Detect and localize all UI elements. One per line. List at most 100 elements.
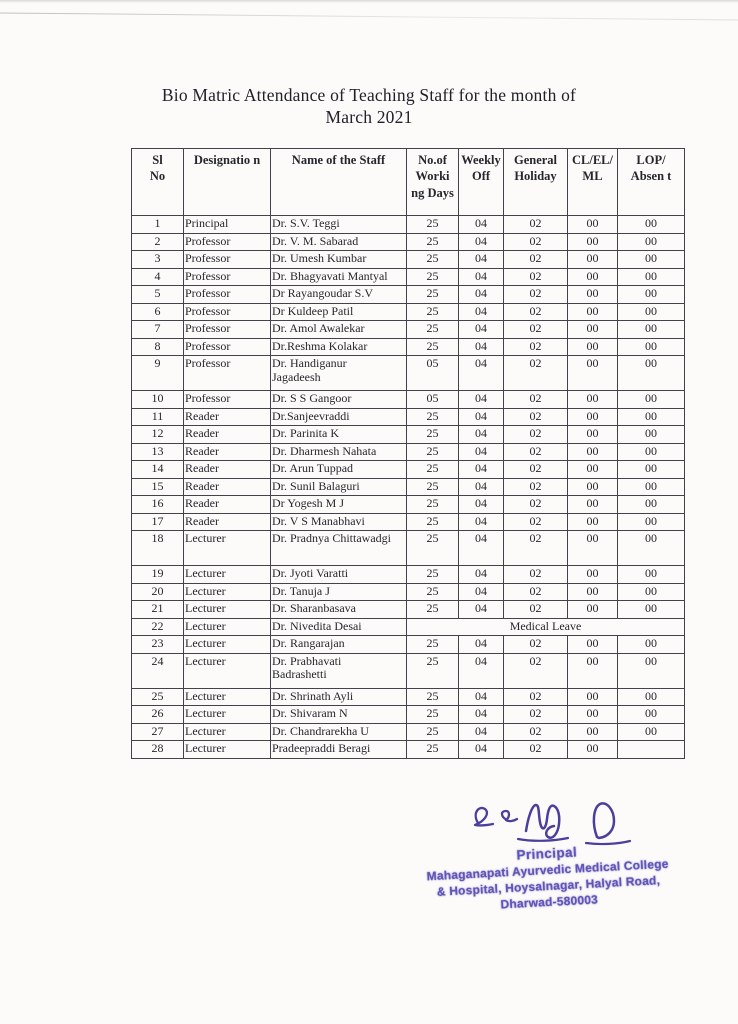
cell-name: Dr Kuldeep Patil <box>270 302 407 321</box>
table-row: 15 Reader Dr. Sunil Balaguri 25 04 02 00 00 <box>131 477 685 496</box>
cell-general-holiday: 02 <box>503 477 568 496</box>
cell-name: Dr. Jyoti Varatti <box>270 565 407 584</box>
cell-designation: Lecturer <box>183 652 271 689</box>
cell-lop-absent: 00 <box>617 652 685 689</box>
cell-weekly-off: 04 <box>458 495 504 514</box>
cell-working-days: 05 <box>406 355 459 391</box>
cell-cl-el-ml: 00 <box>567 442 618 461</box>
cell-designation: Professor <box>183 390 271 409</box>
cell-cl-el-ml: 00 <box>567 582 618 601</box>
cell-weekly-off: 04 <box>458 442 504 461</box>
table-row: 19 Lecturer Dr. Jyoti Varatti 25 04 02 00 00 <box>131 565 685 584</box>
cell-general-holiday: 02 <box>503 390 568 409</box>
cell-name: Dr. Chandrarekha U <box>270 722 407 741</box>
cell-sl-no: 4 <box>131 267 184 286</box>
cell-name: Dr Rayangoudar S.V <box>270 285 407 304</box>
cell-working-days: 25 <box>406 635 459 654</box>
cell-lop-absent: 00 <box>617 635 685 654</box>
cell-cl-el-ml: 00 <box>567 215 618 234</box>
cell-general-holiday: 02 <box>503 407 568 426</box>
cell-cl-el-ml: 00 <box>567 565 618 584</box>
cell-name: Dr. Tanuja J <box>270 582 407 601</box>
cell-sl-no: 3 <box>131 250 184 269</box>
cell-general-holiday: 02 <box>503 250 568 269</box>
cell-designation: Lecturer <box>183 600 271 619</box>
col-header-designation: Designatio n <box>183 148 271 216</box>
cell-designation: Professor <box>183 267 271 286</box>
cell-designation: Reader <box>183 512 271 531</box>
signature-stroke-4 <box>592 802 616 840</box>
cell-designation: Lecturer <box>183 687 271 706</box>
cell-name: Dr. S.V. Teggi <box>270 215 407 234</box>
cell-designation: Lecturer <box>183 582 271 601</box>
cell-working-days: 25 <box>406 512 459 531</box>
cell-cl-el-ml: 00 <box>567 320 618 339</box>
col-header-sl-no: Sl No <box>131 148 184 216</box>
cell-general-holiday: 02 <box>503 705 568 724</box>
cell-general-holiday: 02 <box>503 460 568 479</box>
table-row: 18 Lecturer Dr. Pradnya Chittawadgi 25 04 02 0… <box>131 530 685 566</box>
table-row: 24 Lecturer Dr. Prabhavati Badrashetti 25 04… <box>131 652 685 689</box>
cell-lop-absent: 00 <box>617 495 685 514</box>
cell-general-holiday: 02 <box>503 355 568 391</box>
cell-sl-no: 2 <box>131 232 184 251</box>
table-row: 23 Lecturer Dr. Rangarajan 25 04 02 00 00 <box>131 635 685 654</box>
cell-lop-absent: 00 <box>617 250 685 269</box>
cell-working-days: 25 <box>406 215 459 234</box>
table-row: 13 Reader Dr. Dharmesh Nahata 25 04 02 00 00 <box>131 442 685 461</box>
cell-name: Dr.Reshma Kolakar <box>270 337 407 356</box>
cell-sl-no: 18 <box>131 530 184 566</box>
cell-lop-absent: 00 <box>617 442 685 461</box>
cell-weekly-off: 04 <box>458 425 504 444</box>
table-row: 20 Lecturer Dr. Tanuja J 25 04 02 00 00 <box>131 582 685 601</box>
cell-sl-no: 27 <box>131 722 184 741</box>
cell-designation: Reader <box>183 460 271 479</box>
col-header-lop-absent: LOP/ Absen t <box>617 148 685 216</box>
cell-general-holiday: 02 <box>503 652 568 689</box>
cell-lop-absent: 00 <box>617 320 685 339</box>
cell-lop-absent: 00 <box>617 390 685 409</box>
cell-working-days: 25 <box>406 530 459 566</box>
signature-stroke-1 <box>473 806 495 827</box>
table-row: 11 Reader Dr.Sanjeevraddi 25 04 02 00 00 <box>131 407 685 426</box>
cell-cl-el-ml: 00 <box>567 495 618 514</box>
cell-weekly-off: 04 <box>458 477 504 496</box>
cell-weekly-off: 04 <box>458 722 504 741</box>
cell-sl-no: 28 <box>131 740 184 759</box>
cell-designation: Professor <box>183 320 271 339</box>
table-row: 28 Lecturer Pradeepraddi Beragi 25 04 02 00 <box>131 740 685 759</box>
cell-general-holiday: 02 <box>503 320 568 339</box>
cell-general-holiday: 02 <box>503 722 568 741</box>
cell-lop-absent: 00 <box>617 355 685 391</box>
cell-sl-no: 13 <box>131 442 184 461</box>
cell-sl-no: 22 <box>131 617 184 636</box>
table-row: 17 Reader Dr. V S Manabhavi 25 04 02 00 00 <box>131 512 685 531</box>
cell-lop-absent: 00 <box>617 530 685 566</box>
cell-cl-el-ml: 00 <box>567 600 618 619</box>
cell-sl-no: 12 <box>131 425 184 444</box>
table-header: Sl No Designatio n Name of the Staff No.… <box>131 148 685 216</box>
cell-lop-absent: 00 <box>617 582 685 601</box>
cell-weekly-off: 04 <box>458 687 504 706</box>
cell-weekly-off: 04 <box>458 250 504 269</box>
cell-general-holiday: 02 <box>503 512 568 531</box>
cell-general-holiday: 02 <box>503 635 568 654</box>
cell-general-holiday: 02 <box>503 302 568 321</box>
cell-sl-no: 5 <box>131 285 184 304</box>
cell-sl-no: 1 <box>131 215 184 234</box>
cell-designation: Lecturer <box>183 565 271 584</box>
cell-designation: Professor <box>183 355 271 391</box>
cell-lop-absent: 00 <box>617 285 685 304</box>
table-row: 2 Professor Dr. V. M. Sabarad 25 04 02 00 00 <box>131 232 685 251</box>
signature-stroke-3 <box>524 803 561 839</box>
table-row: 4 Professor Dr. Bhagyavati Mantyal 25 04 02 00… <box>131 267 685 286</box>
cell-lop-absent: 00 <box>617 215 685 234</box>
cell-weekly-off: 04 <box>458 530 504 566</box>
cell-cl-el-ml: 00 <box>567 652 618 689</box>
table-row: 12 Reader Dr. Parinita K 25 04 02 00 00 <box>131 425 685 444</box>
table-row: 22 Lecturer Dr. Nivedita Desai Medical Leav… <box>131 617 685 636</box>
cell-weekly-off: 04 <box>458 705 504 724</box>
cell-working-days: 25 <box>406 425 459 444</box>
cell-name: Dr. V. M. Sabarad <box>270 232 407 251</box>
cell-name: Pradeepraddi Beragi <box>270 740 407 759</box>
